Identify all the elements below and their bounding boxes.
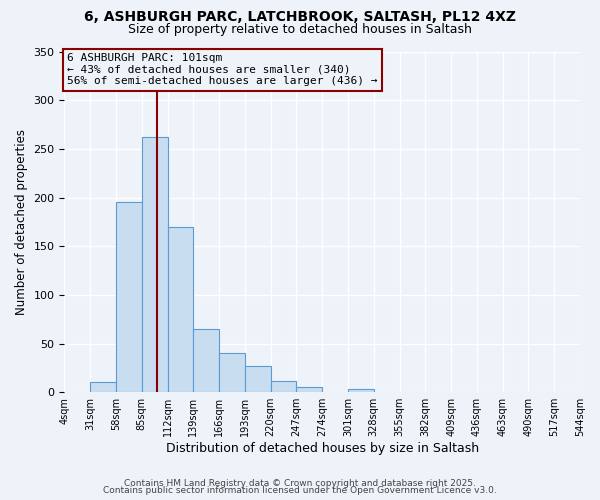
Text: Contains public sector information licensed under the Open Government Licence v3: Contains public sector information licen… bbox=[103, 486, 497, 495]
Text: 6 ASHBURGH PARC: 101sqm
← 43% of detached houses are smaller (340)
56% of semi-d: 6 ASHBURGH PARC: 101sqm ← 43% of detache… bbox=[67, 53, 377, 86]
Text: Size of property relative to detached houses in Saltash: Size of property relative to detached ho… bbox=[128, 22, 472, 36]
Bar bbox=[167, 226, 193, 392]
Bar bbox=[271, 380, 296, 392]
Bar bbox=[219, 354, 245, 392]
Bar bbox=[296, 388, 322, 392]
Bar bbox=[245, 366, 271, 392]
Y-axis label: Number of detached properties: Number of detached properties bbox=[15, 129, 28, 315]
X-axis label: Distribution of detached houses by size in Saltash: Distribution of detached houses by size … bbox=[166, 442, 479, 455]
Bar bbox=[90, 382, 116, 392]
Bar bbox=[348, 390, 374, 392]
Text: Contains HM Land Registry data © Crown copyright and database right 2025.: Contains HM Land Registry data © Crown c… bbox=[124, 478, 476, 488]
Bar bbox=[193, 329, 219, 392]
Bar bbox=[116, 202, 142, 392]
Bar bbox=[142, 137, 167, 392]
Text: 6, ASHBURGH PARC, LATCHBROOK, SALTASH, PL12 4XZ: 6, ASHBURGH PARC, LATCHBROOK, SALTASH, P… bbox=[84, 10, 516, 24]
